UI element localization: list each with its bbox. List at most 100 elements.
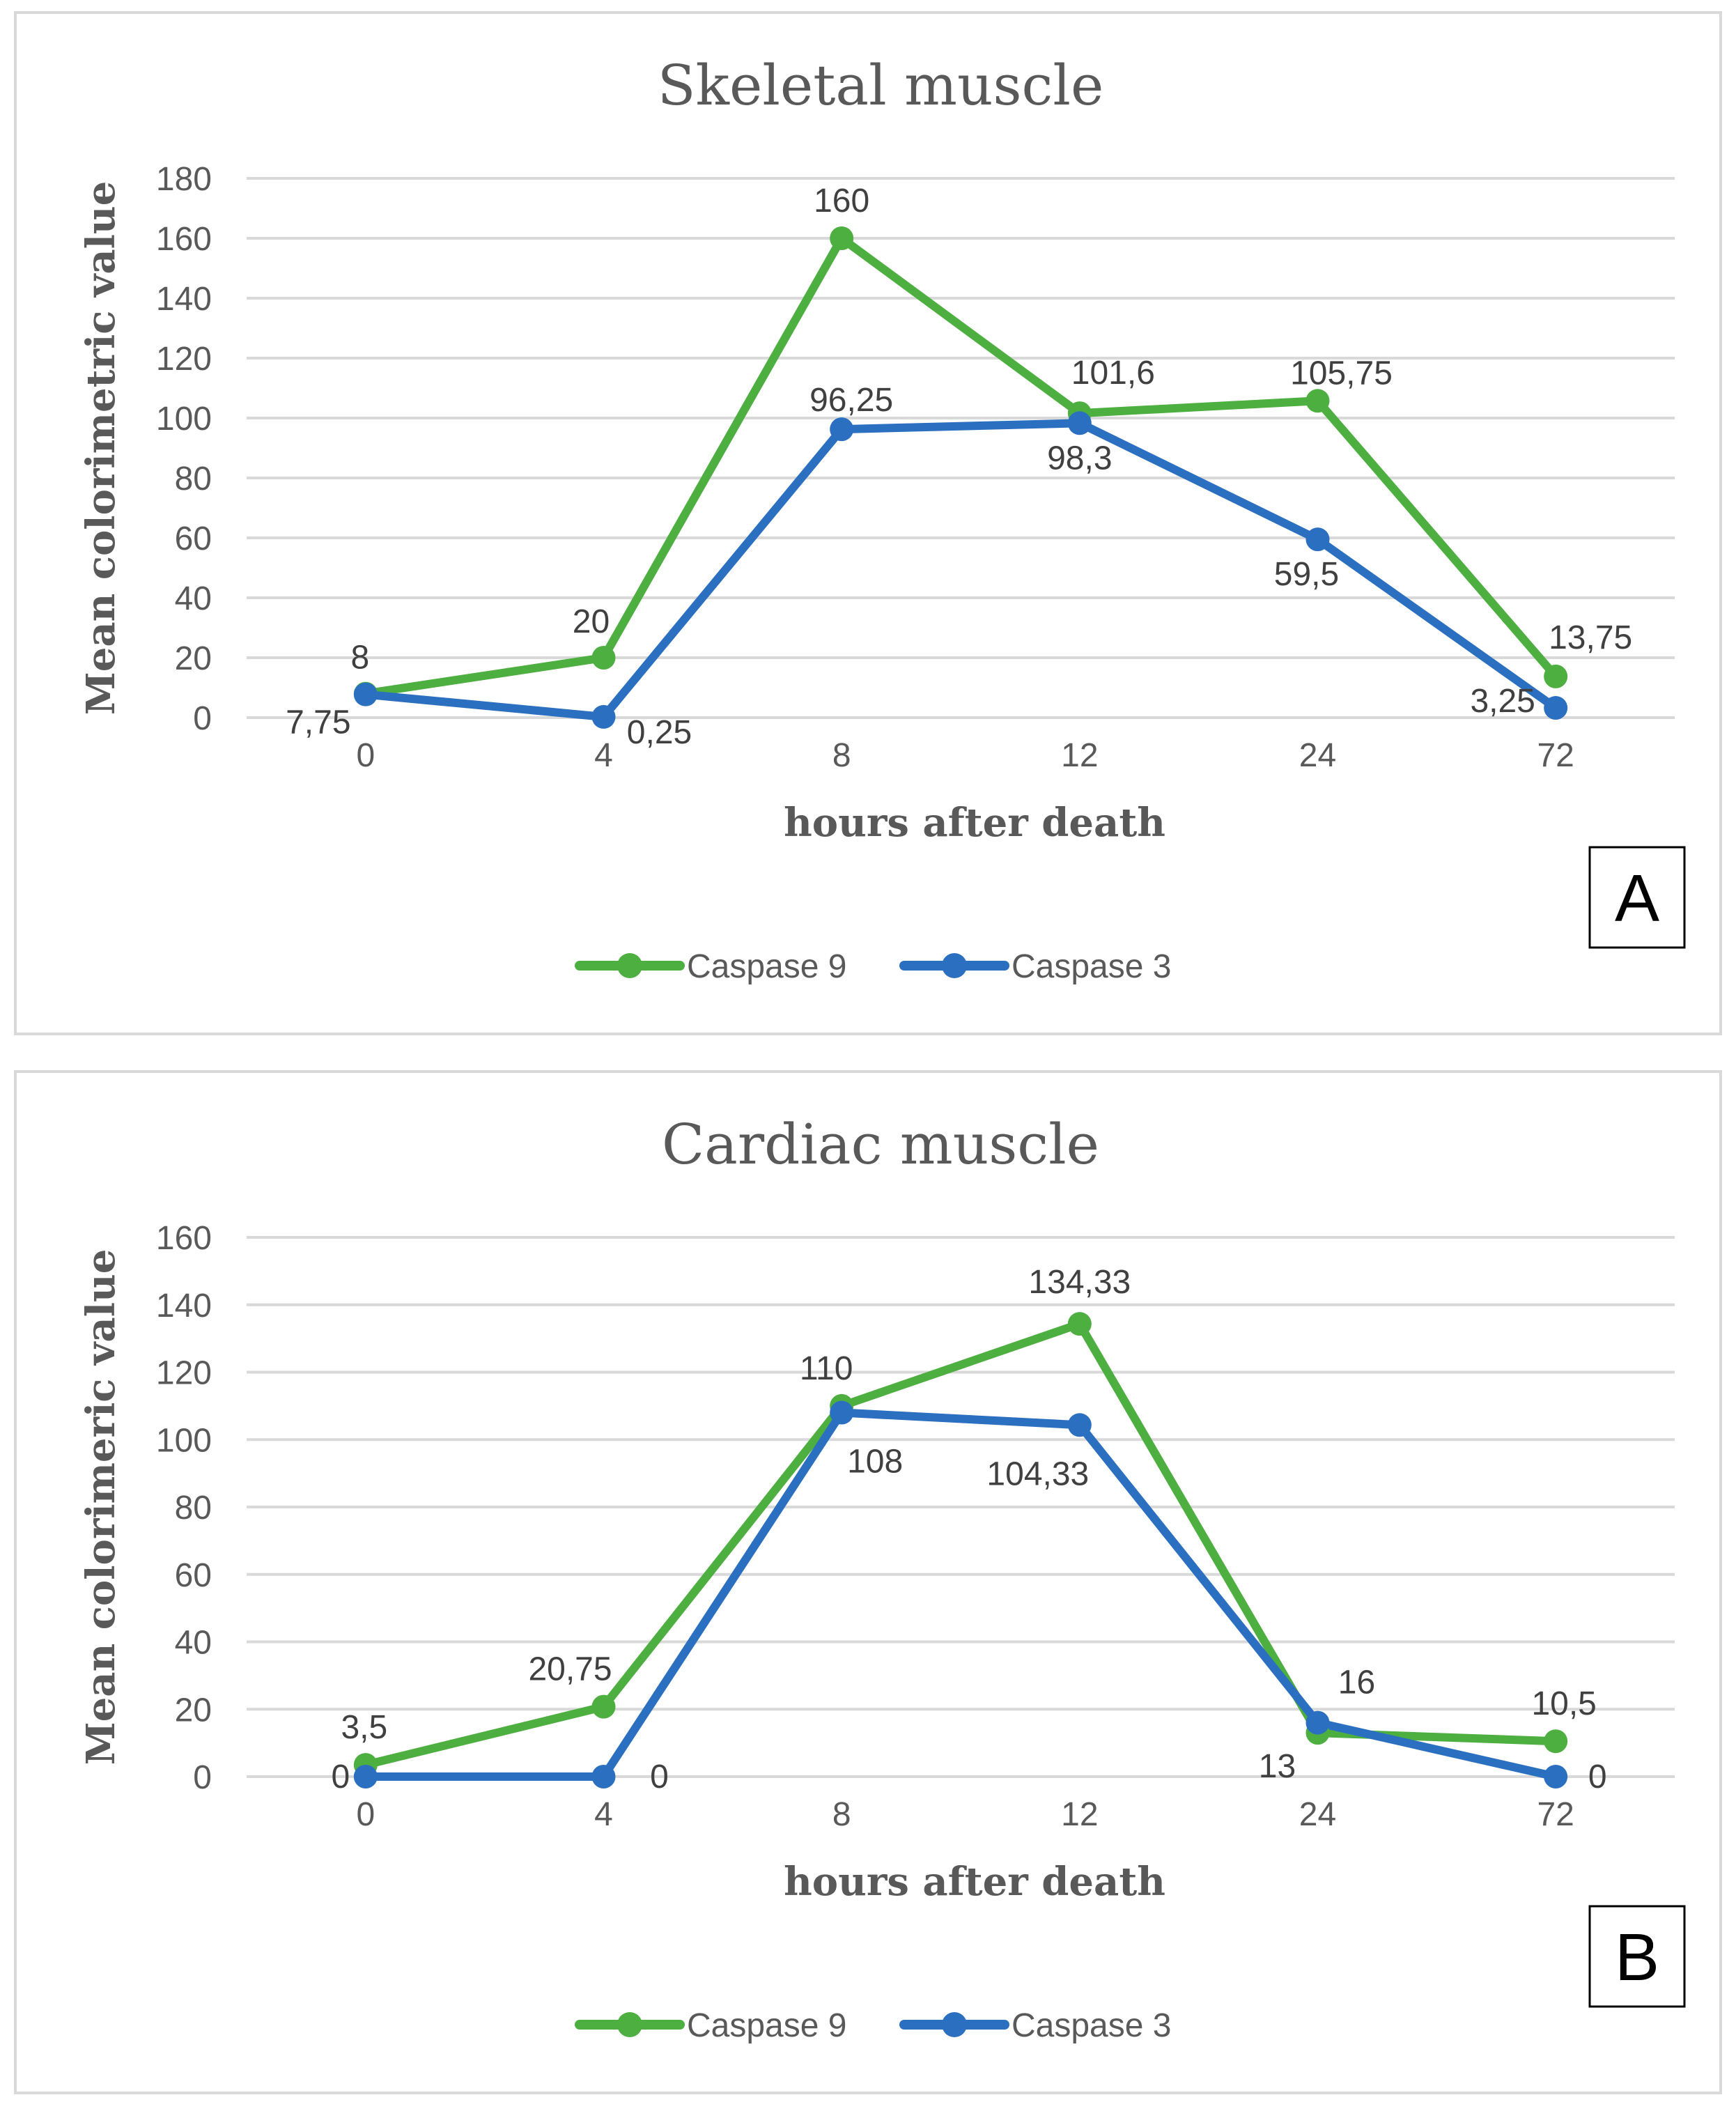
- panel-letter: A: [1615, 861, 1659, 936]
- x-tick-label: 12: [1061, 1796, 1098, 1833]
- x-axis-title: hours after death: [784, 800, 1165, 846]
- caspase-3-point: [353, 682, 378, 706]
- y-tick-label: 20: [175, 640, 212, 677]
- caspase-3-data-label: 7,75: [286, 704, 350, 741]
- caspase-3-point: [591, 704, 616, 729]
- caspase-9-point: [1067, 1312, 1092, 1336]
- caspase-3-point: [1067, 411, 1092, 435]
- caspase-9-point: [830, 226, 854, 250]
- y-tick-label: 40: [175, 1625, 212, 1662]
- caspase-9-data-label: 13: [1259, 1748, 1296, 1785]
- x-tick-label: 72: [1537, 1796, 1574, 1833]
- y-tick-label: 160: [156, 221, 212, 258]
- y-tick-label: 80: [175, 1490, 212, 1527]
- x-tick-label: 8: [832, 737, 851, 774]
- y-tick-label: 20: [175, 1692, 212, 1729]
- legend-marker-caspase-3: [942, 953, 967, 978]
- caspase-3-data-label: 0: [1588, 1759, 1607, 1795]
- panel-letter-box: [1588, 846, 1686, 949]
- caspase-9-data-label: 20: [573, 603, 610, 640]
- x-tick-label: 8: [832, 1796, 851, 1833]
- caspase-9-point: [1544, 664, 1568, 688]
- x-tick-label: 4: [594, 737, 613, 774]
- legend-marker-caspase-9: [617, 953, 642, 978]
- caspase-9-data-label: 110: [800, 1350, 853, 1387]
- caspase-9-point: [591, 646, 616, 670]
- panel-letter: B: [1615, 1920, 1659, 1995]
- chart-panel-b: Cardiac muscle 0 20 40 60 80 100 120 140 160 0 4 8 12…: [14, 1070, 1722, 2094]
- caspase-9-point: [591, 1694, 616, 1719]
- y-tick-label: 0: [193, 1759, 212, 1796]
- x-tick-label: 24: [1299, 737, 1336, 774]
- caspase-3-point: [1305, 527, 1330, 552]
- skeletal-muscle-chart: Skeletal muscle0204060801001201401601800…: [78, 53, 1686, 985]
- y-tick-label: 140: [156, 281, 212, 318]
- caspase-3-data-label: 0: [650, 1759, 669, 1795]
- caspase-9-point: [1305, 389, 1330, 413]
- x-tick-label: 24: [1299, 1796, 1336, 1833]
- caspase-9-data-label: 134,33: [1028, 1264, 1131, 1301]
- caspase-3-point: [1067, 1413, 1092, 1437]
- x-tick-label: 0: [356, 737, 375, 774]
- caspase-3-data-label: 59,5: [1274, 556, 1339, 593]
- caspase-3-data-label: 3,25: [1470, 683, 1535, 720]
- x-tick-label: 4: [594, 1796, 613, 1833]
- caspase-9-data-label: 8: [350, 640, 369, 677]
- legend-marker-caspase-3: [942, 2012, 967, 2037]
- caspase-3-data-label: 16: [1338, 1664, 1375, 1701]
- caspase-9-data-label: 3,5: [341, 1709, 387, 1746]
- y-tick-label: 120: [156, 341, 212, 378]
- caspase-9-line: [361, 1320, 1560, 1770]
- y-axis-title: Mean colorimeric value: [78, 1249, 124, 1765]
- y-tick-label: 160: [156, 1220, 212, 1257]
- x-axis-title: hours after death: [784, 1859, 1165, 1905]
- caspase-3-data-label: 96,25: [809, 382, 893, 419]
- caspase-9-point: [1544, 1729, 1568, 1754]
- y-tick-label: 60: [175, 1557, 212, 1594]
- caspase-3-point: [591, 1765, 616, 1788]
- legend-label-caspase-9: Caspase 9: [687, 2007, 846, 2044]
- y-tick-label: 40: [175, 580, 212, 617]
- y-tick-label: 120: [156, 1355, 212, 1392]
- caspase-9-line: [361, 234, 1560, 698]
- caspase-9-data-label: 105,75: [1290, 355, 1393, 392]
- legend-label-caspase-3: Caspase 3: [1012, 948, 1171, 985]
- y-tick-label: 140: [156, 1288, 212, 1324]
- legend-label-caspase-3: Caspase 3: [1012, 2007, 1171, 2044]
- caspase-3-line: [361, 419, 1560, 721]
- x-tick-label: 72: [1537, 737, 1574, 774]
- caspase-3-data-label: 108: [847, 1444, 903, 1481]
- caspase-9-data-label: 10,5: [1531, 1685, 1596, 1722]
- caspase-3-data-label: 0,25: [627, 714, 692, 751]
- y-tick-label: 100: [156, 1422, 212, 1459]
- caspase-3-point: [1544, 1765, 1568, 1788]
- legend-label-caspase-9: Caspase 9: [687, 948, 846, 985]
- x-tick-label: 12: [1061, 737, 1098, 774]
- y-tick-label: 100: [156, 401, 212, 438]
- caspase-3-data-label: 104,33: [986, 1455, 1089, 1492]
- caspase-3-data-label: 98,3: [1047, 440, 1112, 477]
- caspase-3-point: [1305, 1710, 1330, 1735]
- caspase-3-point: [353, 1765, 378, 1788]
- y-axis-title: Mean colorimetric value: [78, 181, 124, 716]
- caspase-3-data-label: 0: [331, 1759, 350, 1795]
- y-tick-label: 180: [156, 161, 212, 198]
- caspase-9-data-label: 20,75: [528, 1651, 612, 1688]
- caspase-3-point: [1544, 696, 1568, 720]
- y-tick-label: 60: [175, 520, 212, 557]
- x-tick-label: 0: [356, 1796, 375, 1833]
- chart-title: Cardiac muscle: [662, 1112, 1099, 1177]
- panel-letter-box: [1588, 1905, 1686, 2008]
- caspase-9-data-label: 13,75: [1549, 619, 1632, 656]
- legend-marker-caspase-9: [617, 2012, 642, 2037]
- y-tick-label: 0: [193, 700, 212, 737]
- chart-title: Skeletal muscle: [658, 53, 1104, 118]
- caspase-3-point: [830, 417, 854, 442]
- caspase-9-data-label: 101,6: [1071, 355, 1155, 392]
- chart-panel-a: Skeletal muscle 0 20 40 60 80 100 120 140 160 180 0…: [14, 11, 1722, 1035]
- caspase-9-data-label: 160: [814, 183, 869, 219]
- caspase-3-point: [830, 1400, 854, 1425]
- y-tick-label: 80: [175, 461, 212, 497]
- caspase-3-line: [361, 1408, 1560, 1781]
